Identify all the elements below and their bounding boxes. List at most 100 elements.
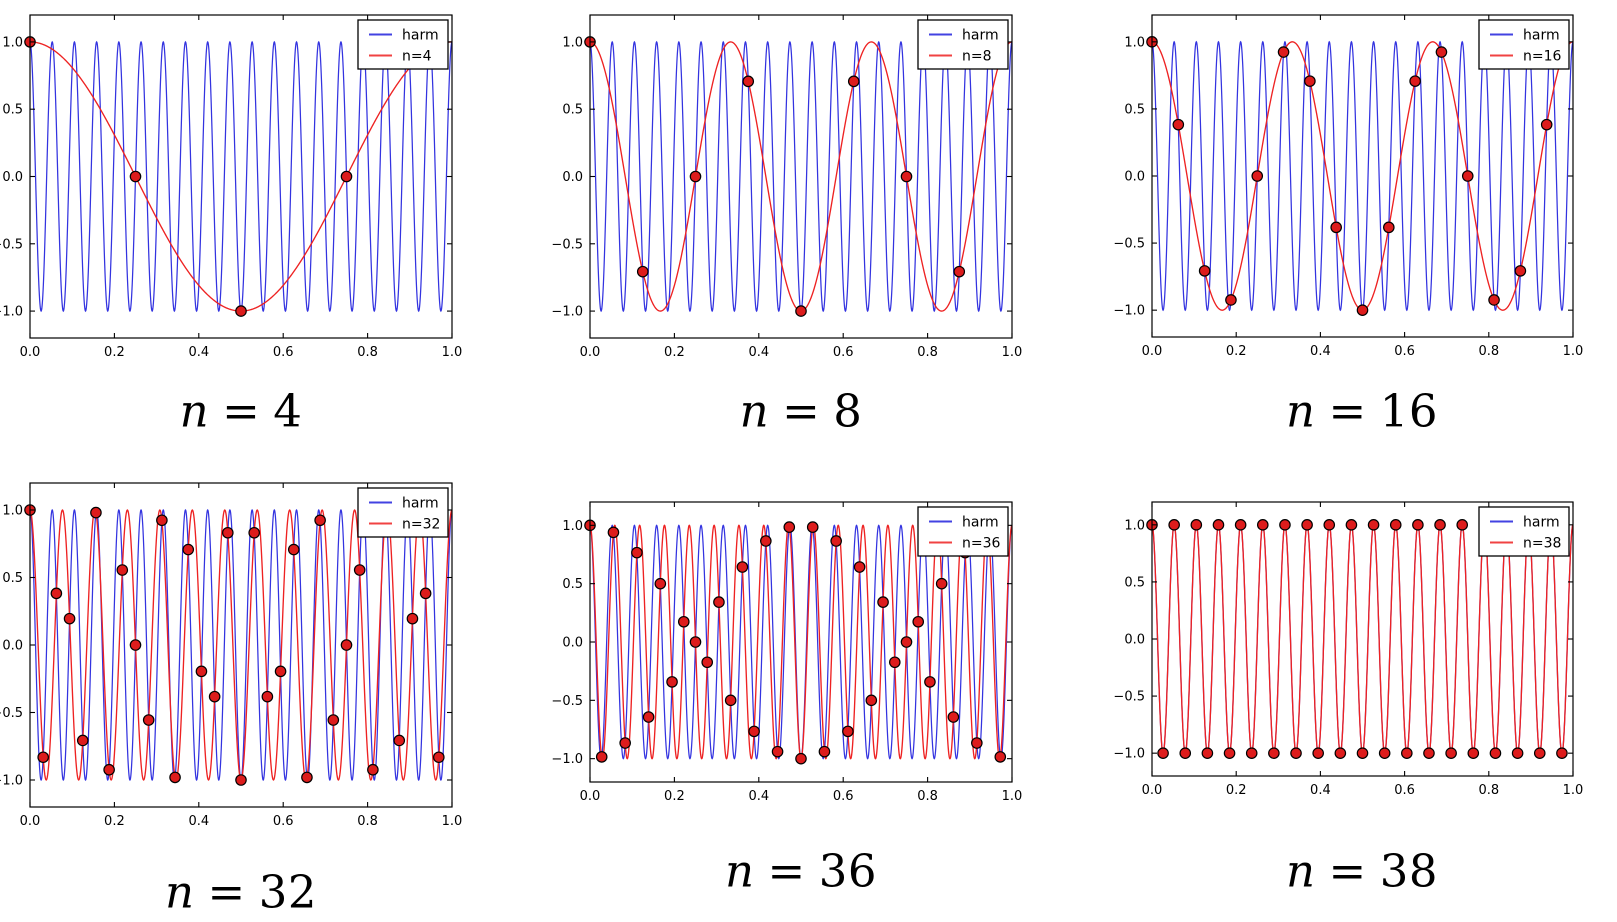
x-tick-label: 0.2 <box>1226 344 1247 359</box>
y-tick-label: 0.0 <box>1124 170 1145 185</box>
y-tick-label: −0.5 <box>551 694 583 709</box>
caption-equals: = <box>767 844 806 898</box>
caption-equals: = <box>1328 844 1367 898</box>
subplot-n36: 0.0 0.2 0.4 0.6 0.8 1.0 −1.0 −0.5 0.0 0.5 1.0 harm n… <box>540 490 1036 814</box>
y-tick-label: 1.0 <box>2 35 23 50</box>
y-tick-label: −0.5 <box>551 237 583 252</box>
plot-canvas: 0.0 0.2 0.4 0.6 0.8 1.0 −1.0 −0.5 0.0 0.5 1.0 harm n… <box>551 14 1023 360</box>
x-axis: 0.0 0.2 0.4 0.6 0.8 1.0 <box>1142 15 1583 359</box>
legend-label: n=36 <box>962 536 1001 552</box>
y-tick-label: 0.5 <box>562 103 583 118</box>
y-tick-label: 1.0 <box>562 35 583 50</box>
x-tick-label: 0.8 <box>1478 344 1499 359</box>
legend: harm n=8 <box>917 19 1009 70</box>
y-tick-label: 0.5 <box>2 103 23 118</box>
y-tick-label: 0.0 <box>562 170 583 185</box>
subplot-n16: 0.0 0.2 0.4 0.6 0.8 1.0 −1.0 −0.5 0.0 0.5 1.0 harm n… <box>1102 3 1597 369</box>
caption-value: 4 <box>273 384 303 438</box>
x-tick-label: 0.0 <box>1142 783 1163 798</box>
harm-curve <box>1151 40 1574 312</box>
x-tick-label: 0.6 <box>273 814 294 829</box>
caption-n32: n = 32 <box>165 866 317 919</box>
y-tick-label: 1.0 <box>562 519 583 534</box>
caption-symbol: n <box>179 384 210 438</box>
caption-value: 38 <box>1379 844 1438 898</box>
caption-symbol: n <box>1286 384 1316 438</box>
caption-n36: n = 36 <box>725 845 877 898</box>
x-tick-label: 0.6 <box>273 345 294 360</box>
x-tick-label: 0.2 <box>664 345 685 360</box>
x-axis: 0.0 0.2 0.4 0.6 0.8 1.0 <box>20 15 463 360</box>
legend-label: n=32 <box>402 517 440 533</box>
y-tick-label: 1.0 <box>1124 518 1145 533</box>
sample-markers <box>584 36 966 317</box>
y-tick-label: 0.0 <box>2 170 23 185</box>
y-tick-label: −0.5 <box>0 706 23 721</box>
y-tick-label: 0.0 <box>1124 633 1145 648</box>
y-axis: −1.0 −0.5 0.0 0.5 1.0 <box>0 504 452 789</box>
x-tick-label: 0.0 <box>580 789 601 804</box>
sample-markers <box>1146 36 1553 316</box>
y-tick-label: 0.5 <box>1124 102 1145 117</box>
x-tick-label: 1.0 <box>442 814 463 829</box>
x-tick-label: 0.8 <box>1478 783 1499 798</box>
x-tick-label: 0.2 <box>1226 783 1247 798</box>
y-tick-label: 0.5 <box>1124 575 1145 590</box>
y-tick-label: −1.0 <box>551 305 583 320</box>
legend: harm n=32 <box>357 487 449 538</box>
x-axis: 0.0 0.2 0.4 0.6 0.8 1.0 <box>20 483 463 829</box>
legend-label: harm <box>1523 28 1560 44</box>
x-tick-label: 0.2 <box>104 814 125 829</box>
legend-label: n=4 <box>402 49 432 65</box>
y-axis: −1.0 −0.5 0.0 0.5 1.0 <box>1113 35 1573 319</box>
caption-equals: = <box>782 384 821 438</box>
caption-equals: = <box>222 384 261 438</box>
y-tick-label: 0.0 <box>2 639 23 654</box>
y-tick-label: −0.5 <box>1113 237 1145 252</box>
legend: harm n=38 <box>1478 506 1570 557</box>
x-tick-label: 0.0 <box>1142 344 1163 359</box>
caption-value: 36 <box>818 844 877 898</box>
legend-label: n=38 <box>1523 536 1561 552</box>
x-tick-label: 0.6 <box>1394 783 1415 798</box>
x-tick-label: 1.0 <box>1002 345 1023 360</box>
x-tick-label: 0.4 <box>188 345 209 360</box>
x-axis: 0.0 0.2 0.4 0.6 0.8 1.0 <box>580 502 1023 804</box>
harm-curve <box>29 508 453 782</box>
x-tick-label: 0.6 <box>833 345 854 360</box>
x-tick-label: 0.2 <box>104 345 125 360</box>
harm-curve <box>589 524 1013 760</box>
y-axis: −1.0 −0.5 0.0 0.5 1.0 <box>0 35 452 320</box>
caption-equals: = <box>1328 384 1367 438</box>
y-tick-label: −1.0 <box>1113 304 1145 319</box>
legend-label: harm <box>1523 515 1560 531</box>
caption-symbol: n <box>1286 844 1316 898</box>
caption-n38: n = 38 <box>1286 845 1438 898</box>
legend-label: harm <box>962 28 999 44</box>
plot-canvas: 0.0 0.2 0.4 0.6 0.8 1.0 −1.0 −0.5 0.0 0.5 1.0 harm n… <box>1113 14 1583 359</box>
y-tick-label: 0.5 <box>2 571 23 586</box>
y-axis: −1.0 −0.5 0.0 0.5 1.0 <box>551 35 1012 320</box>
subplot-n32: 0.0 0.2 0.4 0.6 0.8 1.0 −1.0 −0.5 0.0 0.5 1.0 harm n… <box>0 471 476 839</box>
plot-canvas: 0.0 0.2 0.4 0.6 0.8 1.0 −1.0 −0.5 0.0 0.5 1.0 harm n… <box>0 14 463 360</box>
x-tick-label: 0.6 <box>1394 344 1415 359</box>
x-tick-label: 0.0 <box>20 814 41 829</box>
x-tick-label: 0.2 <box>664 789 685 804</box>
subplot-n4: 0.0 0.2 0.4 0.6 0.8 1.0 −1.0 −0.5 0.0 0.5 1.0 harm n… <box>0 3 476 370</box>
x-tick-label: 0.4 <box>748 345 769 360</box>
x-tick-label: 0.4 <box>188 814 209 829</box>
x-tick-label: 1.0 <box>442 345 463 360</box>
caption-value: 32 <box>258 865 317 919</box>
y-tick-label: −1.0 <box>0 305 23 320</box>
sample-markers <box>1146 519 1568 759</box>
legend-label: n=16 <box>1523 49 1562 65</box>
x-tick-label: 1.0 <box>1002 789 1023 804</box>
x-axis: 0.0 0.2 0.4 0.6 0.8 1.0 <box>1142 502 1583 798</box>
subplot-n8: 0.0 0.2 0.4 0.6 0.8 1.0 −1.0 −0.5 0.0 0.5 1.0 harm n… <box>540 3 1036 370</box>
plot-canvas: 0.0 0.2 0.4 0.6 0.8 1.0 −1.0 −0.5 0.0 0.5 1.0 harm n… <box>0 482 463 829</box>
plot-canvas: 0.0 0.2 0.4 0.6 0.8 1.0 −1.0 −0.5 0.0 0.5 1.0 harm n… <box>551 501 1023 804</box>
caption-n16: n = 16 <box>1286 385 1438 438</box>
y-tick-label: −1.0 <box>1113 747 1145 762</box>
x-tick-label: 0.4 <box>1310 344 1331 359</box>
